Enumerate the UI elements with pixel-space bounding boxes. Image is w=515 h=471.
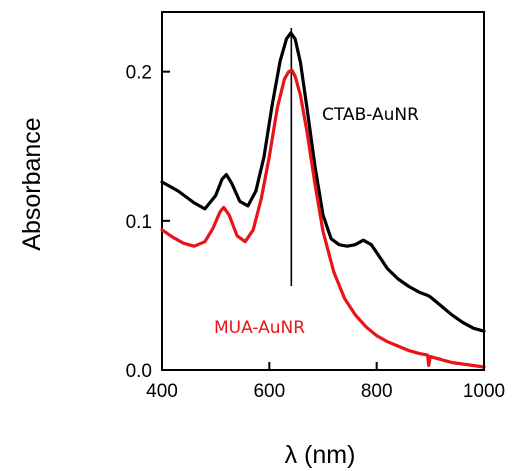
plot-frame — [161, 11, 485, 371]
x-axis-title: λ (nm) — [285, 441, 356, 469]
series-line-ctab-aunr — [160, 31, 486, 333]
y-tick-label: 0.1 — [126, 212, 152, 233]
plot-area — [161, 11, 485, 371]
series-label-mua-aunr: MUA-AuNR — [214, 318, 305, 338]
y-axis-title: Absorbance — [18, 117, 46, 250]
series-label-ctab-aunr: CTAB-AuNR — [322, 105, 419, 125]
x-tick-label: 600 — [253, 381, 285, 402]
ticks-layer: 400 600 800 1000 0.0 0.1 0.2 — [126, 63, 506, 402]
series-layer — [160, 28, 486, 369]
x-tick-label: 400 — [146, 381, 178, 402]
x-tick-label: 1000 — [463, 381, 505, 402]
y-tick-label: 0.0 — [126, 361, 152, 382]
x-tick-label: 800 — [361, 381, 393, 402]
series-line-mua-aunr — [160, 68, 486, 369]
y-tick-label: 0.2 — [126, 63, 152, 84]
